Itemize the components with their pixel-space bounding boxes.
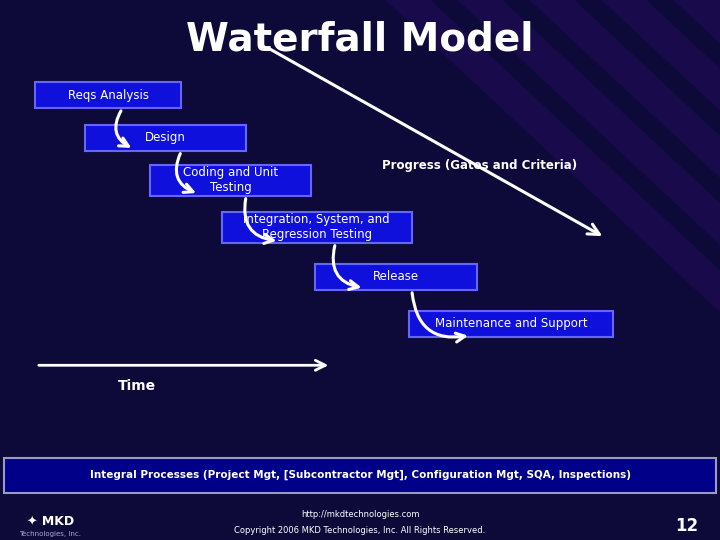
Text: Copyright 2006 MKD Technologies, Inc. All Rights Reserved.: Copyright 2006 MKD Technologies, Inc. Al… [235,526,485,535]
FancyBboxPatch shape [409,310,613,337]
FancyBboxPatch shape [150,165,311,196]
FancyBboxPatch shape [85,125,246,151]
FancyBboxPatch shape [315,264,477,290]
Text: Maintenance and Support: Maintenance and Support [435,318,588,330]
Text: Technologies, Inc.: Technologies, Inc. [19,531,81,537]
Text: Waterfall Model: Waterfall Model [186,20,534,58]
Text: Integration, System, and
Regression Testing: Integration, System, and Regression Test… [243,213,390,241]
Text: Design: Design [145,131,186,144]
Text: Progress (Gates and Criteria): Progress (Gates and Criteria) [382,159,577,172]
FancyBboxPatch shape [222,212,412,243]
Text: http://mkdtechnologies.com: http://mkdtechnologies.com [301,510,419,519]
FancyBboxPatch shape [4,458,716,492]
Text: Reqs Analysis: Reqs Analysis [68,89,148,102]
Text: ✦ MKD: ✦ MKD [27,515,74,528]
Text: Integral Processes (Project Mgt, [Subcontractor Mgt], Configuration Mgt, SQA, In: Integral Processes (Project Mgt, [Subcon… [89,470,631,481]
FancyBboxPatch shape [35,82,181,109]
Text: 12: 12 [675,517,698,535]
Text: Coding and Unit
Testing: Coding and Unit Testing [183,166,278,194]
Text: Release: Release [373,270,419,284]
Text: Time: Time [118,379,156,393]
